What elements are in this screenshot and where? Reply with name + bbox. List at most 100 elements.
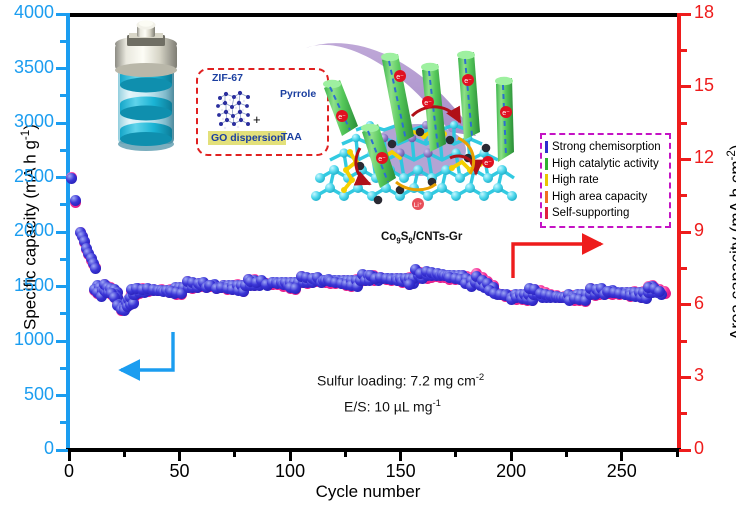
y-right-minor-tick [678, 48, 687, 52]
x-minor-tick [564, 449, 568, 457]
x-tick-250 [620, 449, 624, 461]
data-point [90, 262, 102, 274]
note-electrolyte-sulfur-ratio: E/S: 10 µL mg-1 [344, 398, 441, 415]
coin-cell-illustration [115, 20, 177, 151]
svg-text:e⁻: e⁻ [464, 78, 472, 85]
legend-color-swatch [545, 207, 548, 220]
y-left-tick-label-1500: 1500 [13, 274, 54, 295]
y-left-minor-tick [60, 148, 69, 152]
data-point [237, 285, 249, 297]
schematic-caption: Co9S8/CNTs-Gr [381, 231, 463, 246]
svg-text:e⁻: e⁻ [338, 114, 346, 121]
svg-text:e⁻: e⁻ [484, 160, 492, 167]
y-left-tick-4000 [56, 12, 69, 16]
y-left-tick-500 [56, 394, 69, 397]
y-left-tick-label-1000: 1000 [13, 329, 54, 349]
y-left-tick-label-3500: 3500 [13, 56, 54, 77]
legend-item-label: High catalytic activity [552, 157, 659, 170]
y-right-tick-label-12: 12 [694, 147, 715, 168]
data-point [95, 290, 107, 302]
properties-legend-box: Strong chemisorption High catalytic activ… [540, 133, 671, 228]
legend-color-swatch [545, 141, 548, 154]
legend-item-4: Self-supporting [545, 205, 665, 222]
y-right-tick-0 [678, 448, 691, 452]
y-right-tick-12 [678, 157, 691, 161]
note-sulfur-loading: Sulfur loading: 7.2 mg cm-2 [317, 372, 485, 389]
cos-cnts-gr-schematic: e⁻ e⁻ e⁻ e⁻ e⁻ e⁻ e⁻ Li⁺ [306, 43, 517, 210]
right-axis-pointer-arrow [511, 233, 604, 278]
y-left-tick-0 [56, 448, 69, 452]
y-left-minor-tick [60, 421, 69, 425]
y-left-tick-label-3000: 3000 [13, 111, 54, 131]
y-left-tick-2500 [56, 176, 69, 179]
y-right-minor-tick [678, 194, 687, 198]
y-left-tick-label-500: 500 [23, 383, 54, 404]
y-left-minor-tick [60, 39, 69, 43]
x-tick-label-250: 250 [606, 461, 637, 481]
y-right-tick-18 [678, 12, 691, 16]
x-axis-title: Cycle number [315, 482, 421, 501]
x-minor-tick [343, 449, 347, 457]
data-point [482, 278, 494, 290]
data-point [290, 283, 302, 295]
x-tick-label-100: 100 [275, 461, 306, 481]
legend-item-0: Strong chemisorption [545, 139, 665, 156]
label-taa: TAA [281, 131, 302, 143]
y-right-tick-label-18: 18 [694, 2, 715, 22]
x-tick-label-150: 150 [385, 461, 416, 481]
label-plus-sign: + [253, 112, 261, 127]
y-right-tick-label-6: 6 [694, 292, 705, 313]
data-point [78, 236, 90, 248]
y-left-tick-1500 [56, 285, 69, 288]
legend-item-label: Strong chemisorption [552, 141, 661, 154]
electron-labels: e⁻ e⁻ e⁻ e⁻ e⁻ e⁻ e⁻ [336, 70, 512, 168]
y-axis-right-title: Area capacity (mA h cm-2) [726, 145, 736, 340]
x-minor-tick [675, 449, 679, 457]
y-right-minor-tick [678, 121, 687, 125]
svg-text:Li⁺: Li⁺ [414, 202, 423, 209]
y-left-minor-tick [60, 312, 69, 316]
y-left-minor-tick [60, 94, 69, 98]
y-right-tick-label-9: 9 [694, 220, 705, 240]
y-left-minor-tick [60, 203, 69, 207]
x-tick-100 [288, 449, 292, 461]
y-left-tick-label-2000: 2000 [13, 220, 54, 240]
y-right-tick-15 [678, 85, 691, 89]
data-point [65, 173, 77, 185]
left-axis-pointer-arrow [118, 332, 175, 381]
x-axis-line [66, 448, 681, 452]
legend-item-1: High catalytic activity [545, 156, 665, 173]
svg-text:e⁻: e⁻ [378, 156, 386, 163]
data-point [641, 293, 653, 305]
data-point [579, 295, 591, 307]
data-point [404, 278, 416, 290]
x-tick-200 [509, 449, 513, 461]
y-left-tick-label-4000: 4000 [13, 2, 54, 22]
plot-frame-top [69, 13, 678, 17]
plot-area [65, 14, 677, 450]
x-tick-label-0: 0 [63, 461, 74, 481]
legend-color-swatch [545, 157, 548, 170]
legend-item-label: High rate [552, 174, 599, 187]
x-minor-tick [122, 449, 126, 457]
y-right-minor-tick [678, 412, 687, 416]
y-right-minor-tick [678, 266, 687, 270]
y-left-minor-tick [60, 366, 69, 370]
y-right-tick-6 [678, 303, 691, 307]
label-go-dispersion: GO dispersion [208, 131, 287, 145]
y-right-tick-label-0: 0 [694, 438, 705, 458]
data-point [128, 297, 140, 309]
label-zif-67: ZIF-67 [212, 72, 243, 84]
y-left-tick-3000 [56, 121, 69, 125]
data-point [527, 295, 539, 307]
data-point [351, 280, 363, 292]
x-tick-50 [178, 449, 182, 461]
x-tick-150 [399, 449, 403, 461]
svg-text:e⁻: e⁻ [396, 74, 404, 81]
x-minor-tick [233, 449, 237, 457]
y-left-tick-label-0: 0 [43, 438, 54, 458]
zif-67-cluster-icon [216, 90, 250, 130]
y-right-minor-tick [678, 339, 687, 343]
legend-item-label: High area capacity [552, 190, 648, 203]
